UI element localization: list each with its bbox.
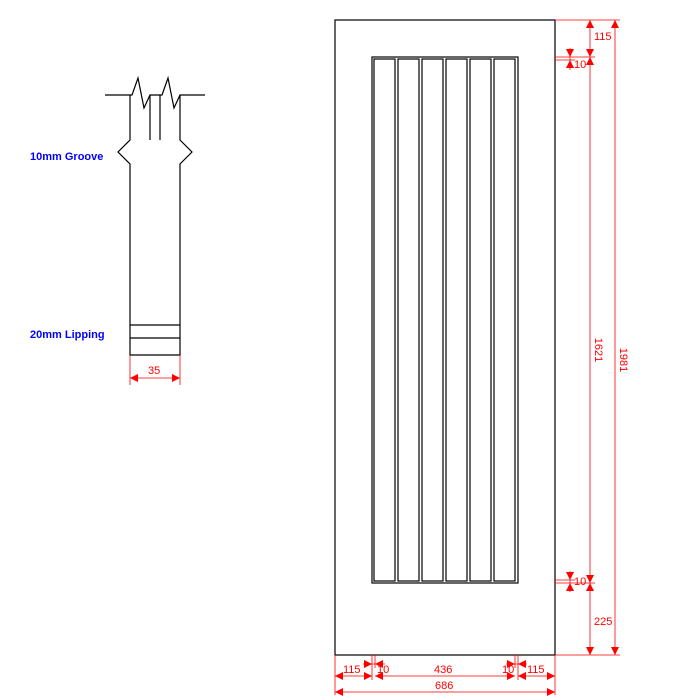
dim-total-height: 1981 (611, 20, 629, 655)
dim-detail-width: 35 (130, 355, 180, 385)
section-detail (105, 78, 205, 355)
door-elevation (335, 20, 555, 655)
dim-total-height-value: 1981 (617, 348, 629, 372)
dim-panel-height-value: 1621 (592, 338, 604, 362)
dim-gap-top: 10 (566, 48, 586, 71)
dim-gap-bottom: 10 (566, 571, 586, 592)
dim-total-width-value: 686 (435, 680, 453, 692)
dim-side-left-value: 115 (343, 664, 361, 676)
dim-top-rail-value: 115 (594, 31, 612, 43)
dim-bottom-rail: 225 (586, 583, 612, 655)
door-panels (374, 59, 515, 581)
dim-gap-top-value: 10 (574, 59, 586, 71)
dim-panel-height: 1621 (586, 57, 604, 583)
dim-side-right-value: 115 (527, 664, 545, 676)
dim-panel-width: 436 (375, 664, 515, 680)
dim-top-rail: 115 (586, 20, 612, 57)
dim-detail-width-value: 35 (148, 365, 160, 377)
note-lipping: 20mm Lipping (30, 329, 105, 341)
door-technical-drawing: 35 10mm Groove 20mm Lipping 1981 (0, 0, 700, 700)
note-groove: 10mm Groove (30, 151, 103, 163)
dim-bottom-rail-value: 225 (594, 616, 612, 628)
dim-gap-right-value: 10 (502, 664, 514, 676)
dim-total-width: 686 (335, 680, 555, 696)
dim-panel-width-value: 436 (434, 664, 452, 676)
dim-gap-bottom-value: 10 (574, 576, 586, 588)
